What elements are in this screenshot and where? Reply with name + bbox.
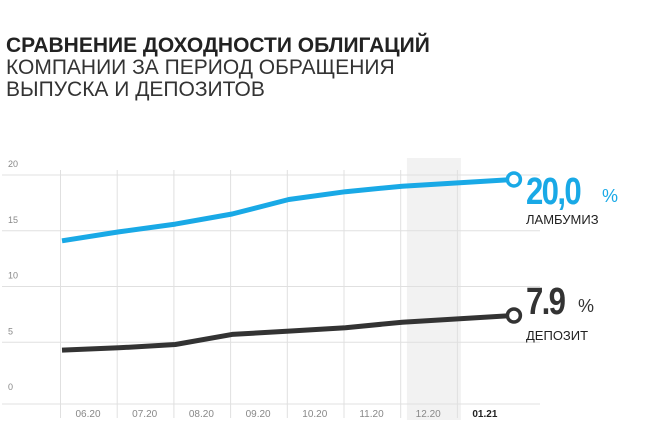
x-tick-label: 09.20	[246, 409, 271, 420]
y-tick-label: 15	[8, 215, 18, 225]
highlight-band	[406, 158, 461, 420]
series-end-marker	[505, 307, 523, 324]
series-line-1	[61, 177, 515, 244]
x-tick-label: 06.20	[75, 409, 100, 420]
series-end-unit: %	[578, 296, 594, 316]
title-line-2: КОМПАНИИ ЗА ПЕРИОД ОБРАЩЕНИЯ	[6, 56, 395, 79]
series-name-label: ЛАМБУМИЗ	[526, 212, 599, 227]
x-tick-label: 10.20	[302, 409, 327, 420]
x-tick-label: 07.20	[132, 409, 157, 420]
series-end-marker	[505, 171, 523, 188]
series-name-label: ДЕПОЗИТ	[526, 328, 588, 343]
y-tick-label: 20	[8, 159, 18, 169]
chart-title: СРАВНЕНИЕ ДОХОДНОСТИ ОБЛИГАЦИЙ КОМПАНИИ …	[6, 35, 430, 101]
title-line-3: ВЫПУСКА И ДЕПОЗИТОВ	[6, 78, 265, 101]
x-tick-label: 01.21	[472, 409, 497, 420]
series-end-value: 7.9	[526, 281, 566, 323]
x-tick-label: 12.20	[416, 409, 441, 420]
series-end-unit: %	[602, 186, 618, 206]
series-end-value: 20,0	[526, 171, 581, 213]
y-tick-label: 5	[8, 326, 13, 336]
x-tick-label: 11.20	[359, 409, 384, 420]
series-line-2	[61, 313, 515, 353]
x-tick-label: 08.20	[189, 409, 214, 420]
y-tick-label: 10	[8, 271, 18, 281]
title-line-1: СРАВНЕНИЕ ДОХОДНОСТИ ОБЛИГАЦИЙ	[6, 34, 430, 57]
y-tick-label: 0	[8, 382, 13, 392]
